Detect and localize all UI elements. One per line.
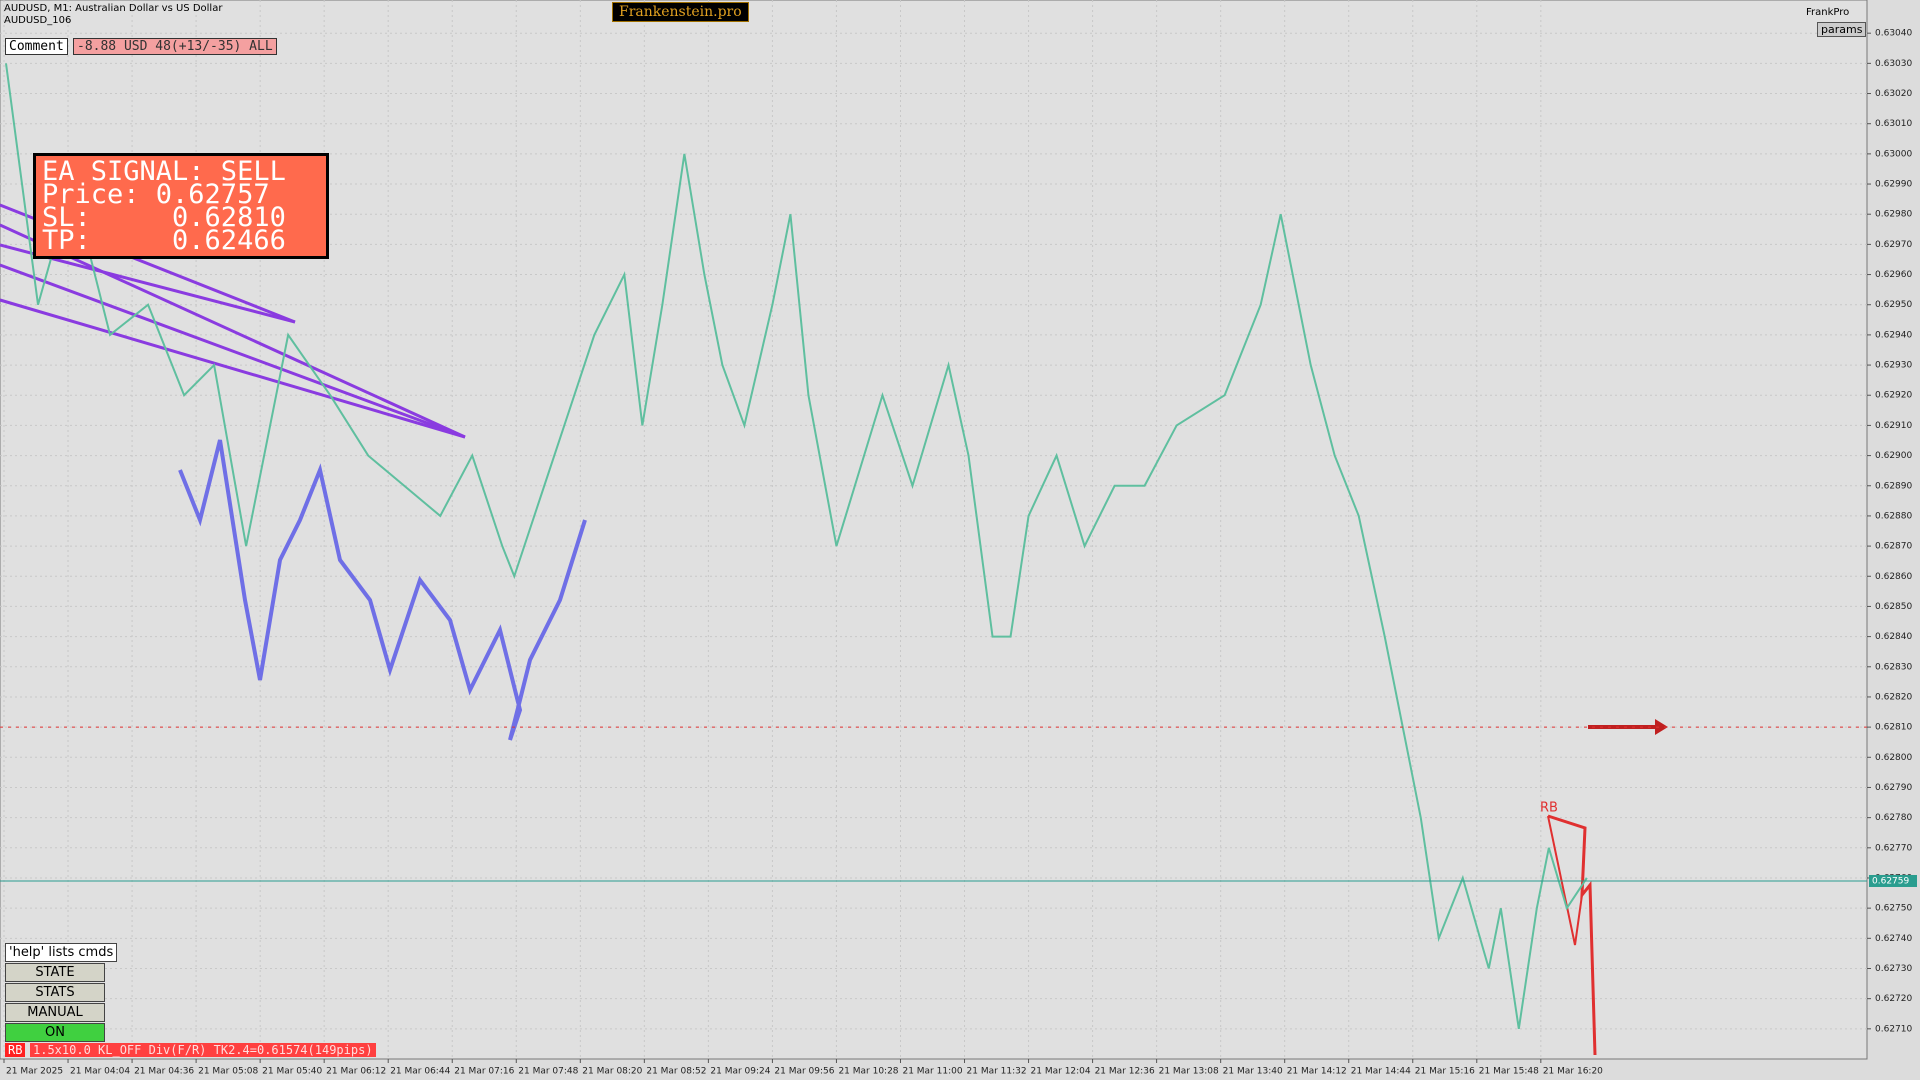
y-tick-label: 0.62950 bbox=[1875, 300, 1912, 310]
brand: Frankenstein.pro bbox=[612, 2, 749, 22]
x-tick-label: 21 Mar 14:12 bbox=[1287, 1067, 1347, 1077]
x-tick-label: 21 Mar 05:40 bbox=[262, 1067, 322, 1077]
pattern bbox=[1547, 815, 1583, 946]
account: AUDUSD_106 bbox=[4, 15, 72, 26]
button[interactable]: MANUAL bbox=[5, 1003, 105, 1022]
x-tick-label: 21 Mar 14:44 bbox=[1351, 1067, 1411, 1077]
x-tick-label: 21 Mar 07:16 bbox=[454, 1067, 514, 1077]
y-tick-label: 0.62970 bbox=[1875, 240, 1912, 250]
y-tick-label: 0.63020 bbox=[1875, 89, 1912, 99]
price-tag-label: 0.62759 bbox=[1872, 876, 1909, 886]
y-tick-label: 0.62770 bbox=[1875, 843, 1912, 853]
status-text: 1.5x10.0 KL_OFF Div(F/R) TK2.4=0.61574(1… bbox=[30, 1043, 376, 1057]
y-tick-label: 0.62870 bbox=[1875, 542, 1912, 552]
x-tick-label: 21 Mar 08:52 bbox=[646, 1067, 706, 1077]
status-tag: RB bbox=[5, 1043, 26, 1057]
comment-text: -8.88 USD 48(+13/-35) ALL bbox=[73, 38, 277, 55]
x-tick-label: 21 Mar 06:12 bbox=[326, 1067, 386, 1077]
y-tick-label: 0.62790 bbox=[1875, 783, 1912, 793]
x-tick-label: 21 Mar 13:40 bbox=[1223, 1067, 1283, 1077]
y-tick-label: 0.62980 bbox=[1875, 210, 1912, 220]
y-tick-label: 0.63010 bbox=[1875, 119, 1912, 129]
y-tick-label: 0.63040 bbox=[1875, 29, 1912, 39]
x-tick-label: 21 Mar 06:44 bbox=[390, 1067, 450, 1077]
y-tick-label: 0.62850 bbox=[1875, 602, 1912, 612]
signal-line: TP: 0.62466 bbox=[42, 225, 286, 256]
button[interactable]: STATS bbox=[5, 983, 105, 1002]
y-tick-label: 0.62730 bbox=[1875, 964, 1912, 974]
arrow-line bbox=[0, 223, 466, 439]
x-tick-label: 21 Mar 04:36 bbox=[134, 1067, 194, 1077]
x-tick-label: 21 Mar 2025 bbox=[6, 1067, 63, 1077]
x-tick-label: 21 Mar 05:08 bbox=[198, 1067, 258, 1077]
comment-label: Comment bbox=[5, 38, 68, 55]
y-tick-label: 0.62900 bbox=[1875, 451, 1912, 461]
x-tick-label: 21 Mar 09:24 bbox=[710, 1067, 770, 1077]
signal-line: SL: 0.62810 bbox=[42, 202, 286, 233]
y-tick-label: 0.62840 bbox=[1875, 632, 1912, 642]
y-tick-label: 0.62800 bbox=[1875, 753, 1912, 763]
signal-line: EA SIGNAL: SELL bbox=[42, 156, 286, 187]
button[interactable]: 'help' lists cmds bbox=[5, 943, 118, 962]
profile: FrankPro bbox=[1806, 7, 1850, 18]
x-tick-label: 21 Mar 08:20 bbox=[582, 1067, 642, 1077]
pattern-label: RB bbox=[1540, 801, 1558, 816]
y-tick-label: 0.62930 bbox=[1875, 361, 1912, 371]
x-tick-label: 21 Mar 12:04 bbox=[1031, 1067, 1091, 1077]
x-tick-label: 21 Mar 07:48 bbox=[518, 1067, 578, 1077]
indicator-lines bbox=[0, 203, 1668, 1056]
blue-indicator bbox=[178, 439, 587, 741]
button[interactable]: STATE bbox=[5, 963, 105, 982]
y-tick-label: 0.62960 bbox=[1875, 270, 1912, 280]
y-tick-label: 0.63000 bbox=[1875, 149, 1912, 159]
price-line bbox=[5, 63, 1588, 1029]
y-tick-label: 0.63030 bbox=[1875, 59, 1912, 69]
button[interactable]: ON bbox=[5, 1023, 105, 1042]
y-tick-label: 0.62860 bbox=[1875, 572, 1912, 582]
y-tick-label: 0.62990 bbox=[1875, 180, 1912, 190]
y-tick-label: 0.62920 bbox=[1875, 391, 1912, 401]
y-tick-label: 0.62940 bbox=[1875, 330, 1912, 340]
y-tick-label: 0.62780 bbox=[1875, 813, 1912, 823]
arrow-line bbox=[0, 298, 466, 439]
signal-line: Price: 0.62757 bbox=[42, 179, 270, 210]
x-tick-label: 21 Mar 04:04 bbox=[70, 1067, 130, 1077]
x-tick-label: 21 Mar 15:48 bbox=[1479, 1067, 1539, 1077]
y-tick-label: 0.62890 bbox=[1875, 481, 1912, 491]
x-tick-label: 21 Mar 15:16 bbox=[1415, 1067, 1475, 1077]
symbol: AUDUSD, M1: Australian Dollar vs US Doll… bbox=[4, 3, 223, 14]
arrow-line bbox=[0, 263, 466, 439]
x-tick-label: 21 Mar 16:20 bbox=[1543, 1067, 1603, 1077]
signal-box: EA SIGNAL: SELL Price: 0.62757 SL: 0.62810… bbox=[33, 153, 329, 259]
y-tick-label: 0.62830 bbox=[1875, 662, 1912, 672]
x-tick-label: 21 Mar 10:28 bbox=[838, 1067, 898, 1077]
y-tick-label: 0.62740 bbox=[1875, 934, 1912, 944]
x-tick-label: 21 Mar 11:32 bbox=[967, 1067, 1027, 1077]
x-tick-label: 21 Mar 12:36 bbox=[1095, 1067, 1155, 1077]
x-tick-label: 21 Mar 09:56 bbox=[774, 1067, 834, 1077]
price-tag bbox=[1869, 874, 1917, 887]
y-tick-label: 0.62720 bbox=[1875, 994, 1912, 1004]
y-tick-label: 0.62750 bbox=[1875, 904, 1912, 914]
params-button[interactable]: params bbox=[1817, 22, 1867, 37]
y-tick-label: 0.62710 bbox=[1875, 1024, 1912, 1034]
x-tick-label: 21 Mar 11:00 bbox=[902, 1067, 962, 1077]
x-tick-label: 21 Mar 13:08 bbox=[1159, 1067, 1219, 1077]
y-tick-label: 0.62910 bbox=[1875, 421, 1912, 431]
y-tick-label: 0.62810 bbox=[1875, 723, 1912, 733]
arrow-head bbox=[1655, 719, 1668, 735]
y-tick-label: 0.62880 bbox=[1875, 511, 1912, 521]
y-tick-label: 0.62820 bbox=[1875, 692, 1912, 702]
